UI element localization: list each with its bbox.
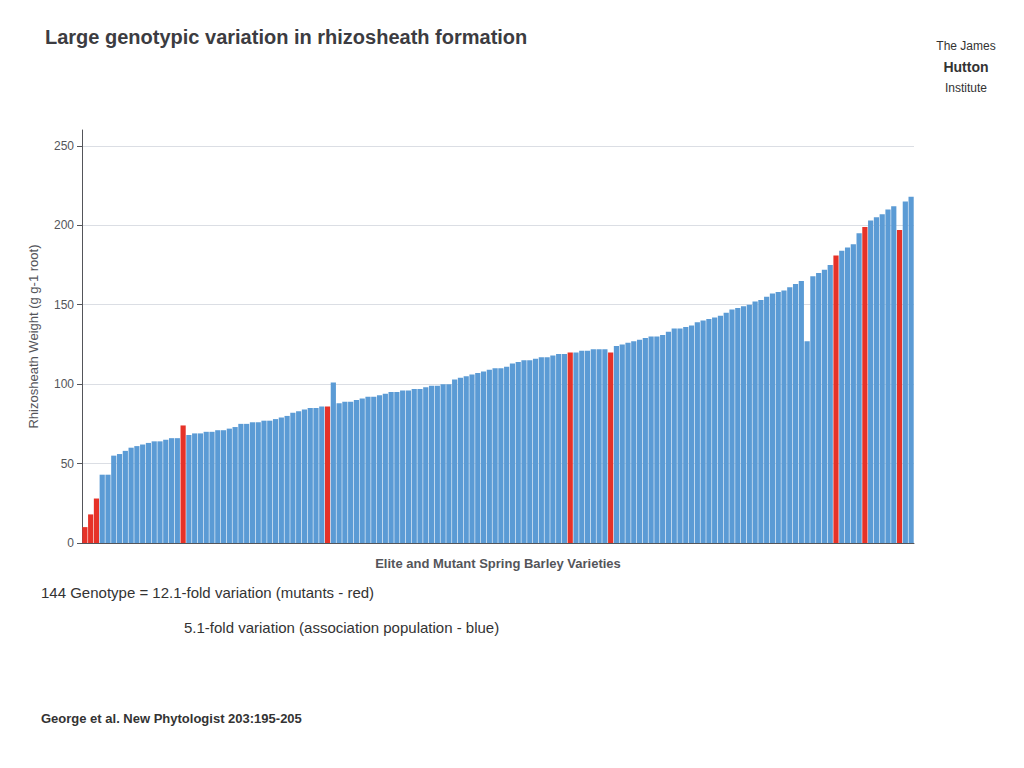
svg-text:50: 50	[61, 457, 75, 471]
svg-text:0: 0	[67, 536, 74, 550]
svg-text:100: 100	[54, 377, 74, 391]
svg-text:5.1-fold variation (associatio: 5.1-fold variation (association populati…	[184, 619, 499, 636]
svg-text:150: 150	[54, 298, 74, 312]
svg-text:144 Genotype = 12.1-fold varia: 144 Genotype = 12.1-fold variation (muta…	[41, 584, 374, 601]
svg-text:250: 250	[54, 139, 74, 153]
svg-text:Rhizosheath Weight (g g-1 root: Rhizosheath Weight (g g-1 root)	[26, 244, 41, 428]
svg-text:The James: The James	[936, 39, 995, 53]
svg-text:200: 200	[54, 218, 74, 232]
svg-text:Hutton: Hutton	[943, 59, 988, 75]
svg-text:Large genotypic variation in r: Large genotypic variation in rhizosheath…	[45, 26, 527, 48]
svg-text:George et al. New Phytologist: George et al. New Phytologist 203:195-20…	[41, 711, 302, 726]
svg-text:Elite and Mutant Spring Barley: Elite and Mutant Spring Barley Varieties	[375, 556, 621, 571]
svg-text:Institute: Institute	[945, 81, 987, 95]
